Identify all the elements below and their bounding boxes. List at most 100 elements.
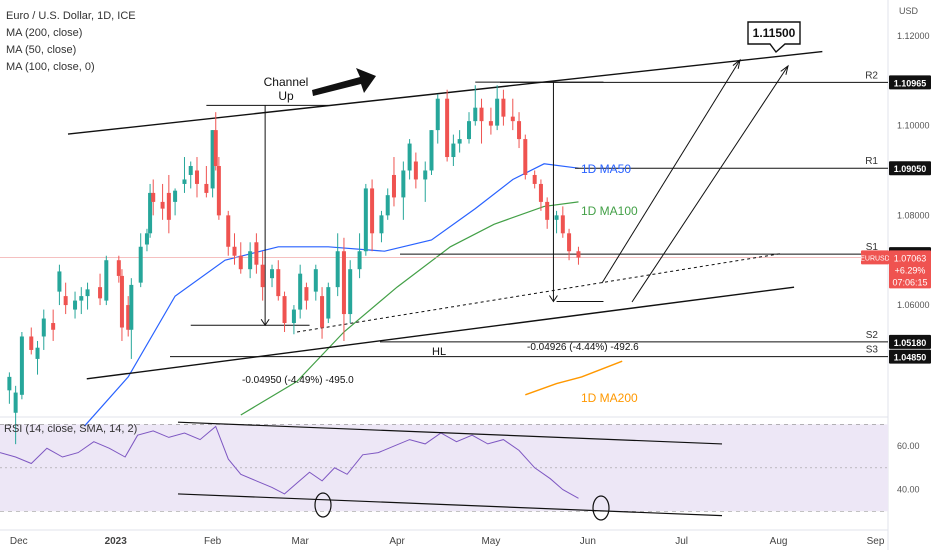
candle [385, 188, 390, 220]
current-price-tag [889, 250, 931, 289]
candle [204, 166, 209, 198]
candle-body [204, 183, 209, 193]
rsi-low-circle-1 [314, 492, 332, 518]
candle-body [488, 121, 493, 126]
candle-body [341, 251, 346, 315]
ma100-line [240, 201, 579, 416]
ma200-label: 1D MA200 [581, 391, 638, 405]
candle-body [313, 269, 318, 292]
candle-body [73, 300, 78, 310]
symbol-tag-text: EURUSD [860, 255, 890, 262]
candle [226, 210, 231, 256]
candle [104, 255, 109, 306]
candle [276, 260, 281, 301]
candle [407, 139, 412, 180]
candle-body [457, 139, 462, 144]
candle [401, 161, 406, 220]
measure-left-arrowhead [260, 318, 270, 327]
candle-body [385, 195, 390, 216]
countdown-text: 07:06:15 [892, 277, 927, 287]
rsi-tick-label: 40.00 [897, 485, 920, 495]
candle [51, 309, 56, 341]
hl-label: HL [432, 346, 446, 358]
candle-body [435, 98, 440, 131]
candle-body [545, 201, 550, 220]
candle-body [391, 174, 396, 198]
projection-arrow-1 [601, 59, 741, 284]
candle [151, 179, 156, 216]
candle-body [98, 287, 103, 299]
candle-body [188, 166, 193, 175]
candle-body [29, 336, 34, 350]
candle [160, 183, 165, 220]
candle-body [517, 121, 522, 140]
candle [63, 282, 68, 315]
candle [194, 157, 199, 198]
projection-arrow-1-head [732, 58, 741, 69]
candle-body [291, 309, 296, 324]
candle-body [560, 215, 565, 234]
candle-body [126, 305, 131, 330]
candle-body [473, 107, 478, 122]
current-change-text: +6.29% [895, 265, 926, 275]
candle-body [495, 98, 500, 126]
channel-top-line [67, 50, 823, 135]
level-price-text-r2: 1.10965 [894, 78, 927, 88]
candle-body [194, 170, 199, 184]
candle [457, 130, 462, 153]
candle [357, 233, 362, 279]
candle [13, 385, 18, 445]
candle [213, 112, 218, 171]
candle-body [238, 255, 243, 270]
price-tick-label: 1.10000 [897, 121, 930, 131]
candle [532, 170, 537, 189]
candle [248, 242, 253, 279]
candle-body [85, 289, 90, 297]
candle [216, 157, 221, 220]
candle [238, 242, 243, 274]
candle-body [144, 233, 149, 245]
candle-body [451, 143, 456, 158]
candle-body [129, 284, 134, 330]
indicator-ma200[interactable]: MA (200, close) [6, 27, 83, 39]
candle-body [326, 287, 331, 319]
symbol-title: Euro / U.S. Dollar, 1D, ICE [6, 10, 136, 22]
candle [554, 210, 559, 234]
time-axis-label: Aug [770, 536, 788, 547]
rsi-legend: RSI (14, close, SMA, 14, 2) [4, 423, 137, 435]
candle [560, 206, 565, 238]
candle [467, 112, 472, 144]
time-axis-label: Dec [10, 536, 28, 547]
candle [260, 251, 265, 301]
candle [35, 340, 40, 375]
candle [348, 260, 353, 324]
time-axis-label: Sep [867, 536, 885, 547]
current-price-text: 1.07063 [894, 253, 927, 263]
level-name-s2: S2 [866, 330, 879, 341]
currency-label: USD [899, 6, 919, 16]
candle [85, 282, 90, 310]
candle [370, 179, 375, 252]
time-axis-label: May [481, 536, 500, 547]
candle-body [276, 269, 281, 297]
candle-body [226, 215, 231, 247]
time-axis-label: Jul [675, 536, 688, 547]
candle-body [13, 392, 18, 413]
candle [7, 372, 12, 404]
rsi-band [0, 424, 888, 512]
indicator-ma50[interactable]: MA (50, close) [6, 44, 77, 56]
level-price-tag-r1 [889, 161, 931, 176]
ma200-line [525, 360, 623, 396]
candle [326, 282, 331, 324]
indicator-ma100[interactable]: MA (100, close, 0) [6, 61, 95, 73]
candle [144, 228, 149, 252]
candle [538, 179, 543, 211]
projection-arrow-2 [631, 65, 789, 303]
candle-body [363, 188, 368, 252]
rsi-line [0, 425, 579, 499]
candle [270, 264, 275, 288]
candle-body [407, 143, 412, 171]
measure-left-label: -0.04950 (-4.49%) -495.0 [242, 375, 354, 386]
candle [413, 152, 418, 189]
